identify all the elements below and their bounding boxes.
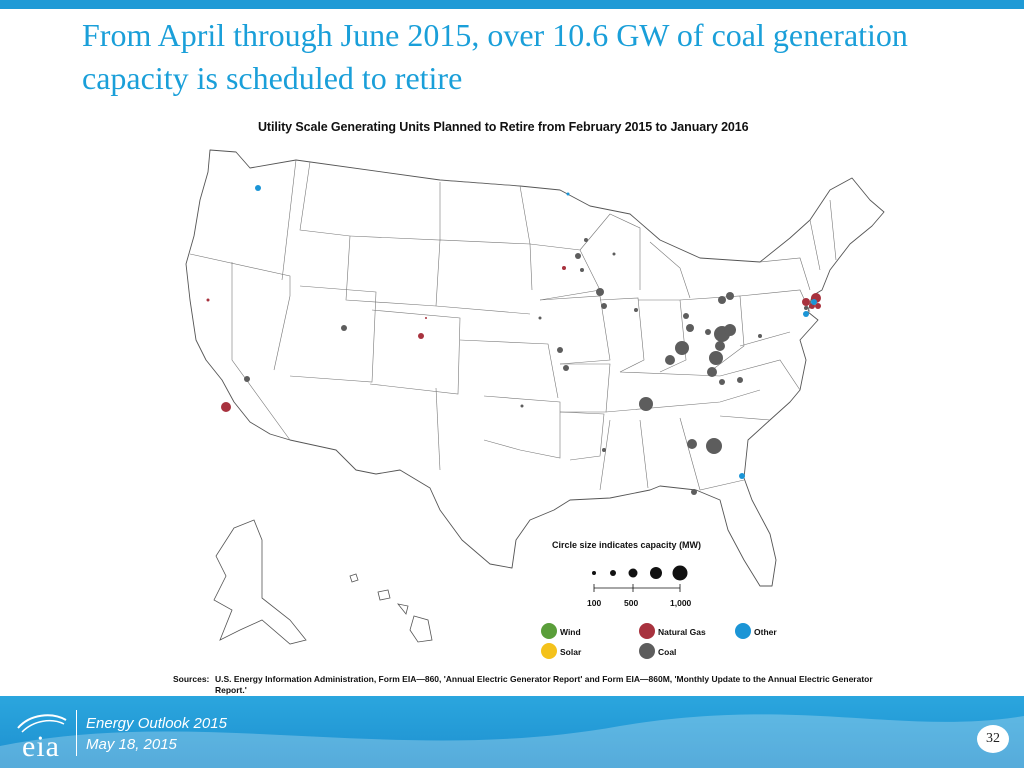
- alaska-outline: [213, 519, 307, 645]
- legend-label-natural-gas: Natural Gas: [658, 627, 706, 637]
- coal-point: [737, 377, 743, 383]
- legend-label-wind: Wind: [560, 627, 581, 637]
- map-title: Utility Scale Generating Units Planned t…: [258, 120, 749, 134]
- coal-point: [758, 334, 762, 338]
- us-retirement-map: Circle size indicates capacity (MW) 100 …: [185, 149, 885, 659]
- legend-swatch-coal: [639, 643, 655, 659]
- coal-point: [718, 296, 726, 304]
- coal-point: [726, 292, 734, 300]
- gas-point: [418, 333, 424, 339]
- other-point: [811, 299, 817, 305]
- coal-point: [634, 308, 638, 312]
- eia-logo-text: eia: [22, 730, 60, 763]
- gas-point: [802, 298, 810, 306]
- size-tick-1000: 1,000: [670, 598, 692, 608]
- footer-wave-decoration: [0, 714, 1024, 768]
- coal-point: [244, 376, 250, 382]
- coal-point: [705, 329, 711, 335]
- coal-point: [724, 324, 736, 336]
- page-number: 32: [977, 725, 1009, 753]
- other-point: [739, 473, 745, 479]
- coal-point: [706, 438, 722, 454]
- coal-point: [612, 252, 616, 256]
- coal-point: [675, 341, 689, 355]
- coal-point: [683, 313, 689, 319]
- coal-point: [557, 347, 563, 353]
- gas-point: [221, 402, 231, 412]
- coal-point: [709, 351, 723, 365]
- other-point: [803, 311, 809, 317]
- sources-text: U.S. Energy Information Administration, …: [215, 674, 873, 695]
- hawaii-outline: [349, 573, 433, 643]
- coal-point: [715, 341, 725, 351]
- coal-point: [665, 355, 675, 365]
- coal-point: [639, 397, 653, 411]
- legend-swatch-wind: [541, 623, 557, 639]
- sources-label: Sources:: [173, 674, 210, 684]
- coal-point: [341, 325, 347, 331]
- eia-logo: eia: [12, 708, 70, 763]
- other-point: [566, 192, 570, 196]
- coal-point: [520, 404, 524, 408]
- coal-point: [538, 316, 542, 320]
- retirement-points: [206, 185, 821, 495]
- legend-label-solar: Solar: [560, 647, 582, 657]
- footer-date: May 18, 2015: [86, 736, 177, 753]
- gas-point: [425, 317, 427, 319]
- coal-point: [563, 365, 569, 371]
- eia-logo-arc-icon: [17, 714, 67, 733]
- legend-swatch-solar: [541, 643, 557, 659]
- coal-point: [687, 439, 697, 449]
- legend-swatch-other: [735, 623, 751, 639]
- coal-point: [691, 489, 697, 495]
- size-tick-500: 500: [624, 598, 638, 608]
- coal-point: [602, 448, 606, 452]
- other-point: [255, 185, 261, 191]
- coal-point: [719, 379, 725, 385]
- size-tick-100: 100: [587, 598, 601, 608]
- size-legend: Circle size indicates capacity (MW) 100 …: [552, 540, 701, 608]
- coal-point: [707, 367, 717, 377]
- legend-swatch-natural-gas: [639, 623, 655, 639]
- state-borders: [189, 159, 837, 491]
- top-accent-bar: [0, 0, 1024, 9]
- coal-point: [804, 306, 808, 310]
- coal-point: [686, 324, 694, 332]
- coal-point: [601, 303, 607, 309]
- coal-point: [584, 238, 588, 242]
- legend-label-coal: Coal: [658, 647, 676, 657]
- gas-point: [206, 298, 210, 302]
- footer-event-title: Energy Outlook 2015: [86, 715, 227, 732]
- legend-label-other: Other: [754, 627, 777, 637]
- gas-point: [562, 266, 566, 270]
- coal-point: [580, 268, 584, 272]
- footer-bar: eia Energy Outlook 2015 May 18, 2015 32: [0, 696, 1024, 768]
- contiguous-us-outline: [185, 149, 885, 587]
- coal-point: [596, 288, 604, 296]
- fuel-legend: Wind Natural Gas Other Solar Coal: [541, 623, 777, 659]
- coal-point: [575, 253, 581, 259]
- size-legend-title: Circle size indicates capacity (MW): [552, 540, 701, 550]
- footer-divider: [76, 710, 77, 756]
- slide-title: From April through June 2015, over 10.6 …: [82, 17, 908, 96]
- gas-point: [815, 303, 821, 309]
